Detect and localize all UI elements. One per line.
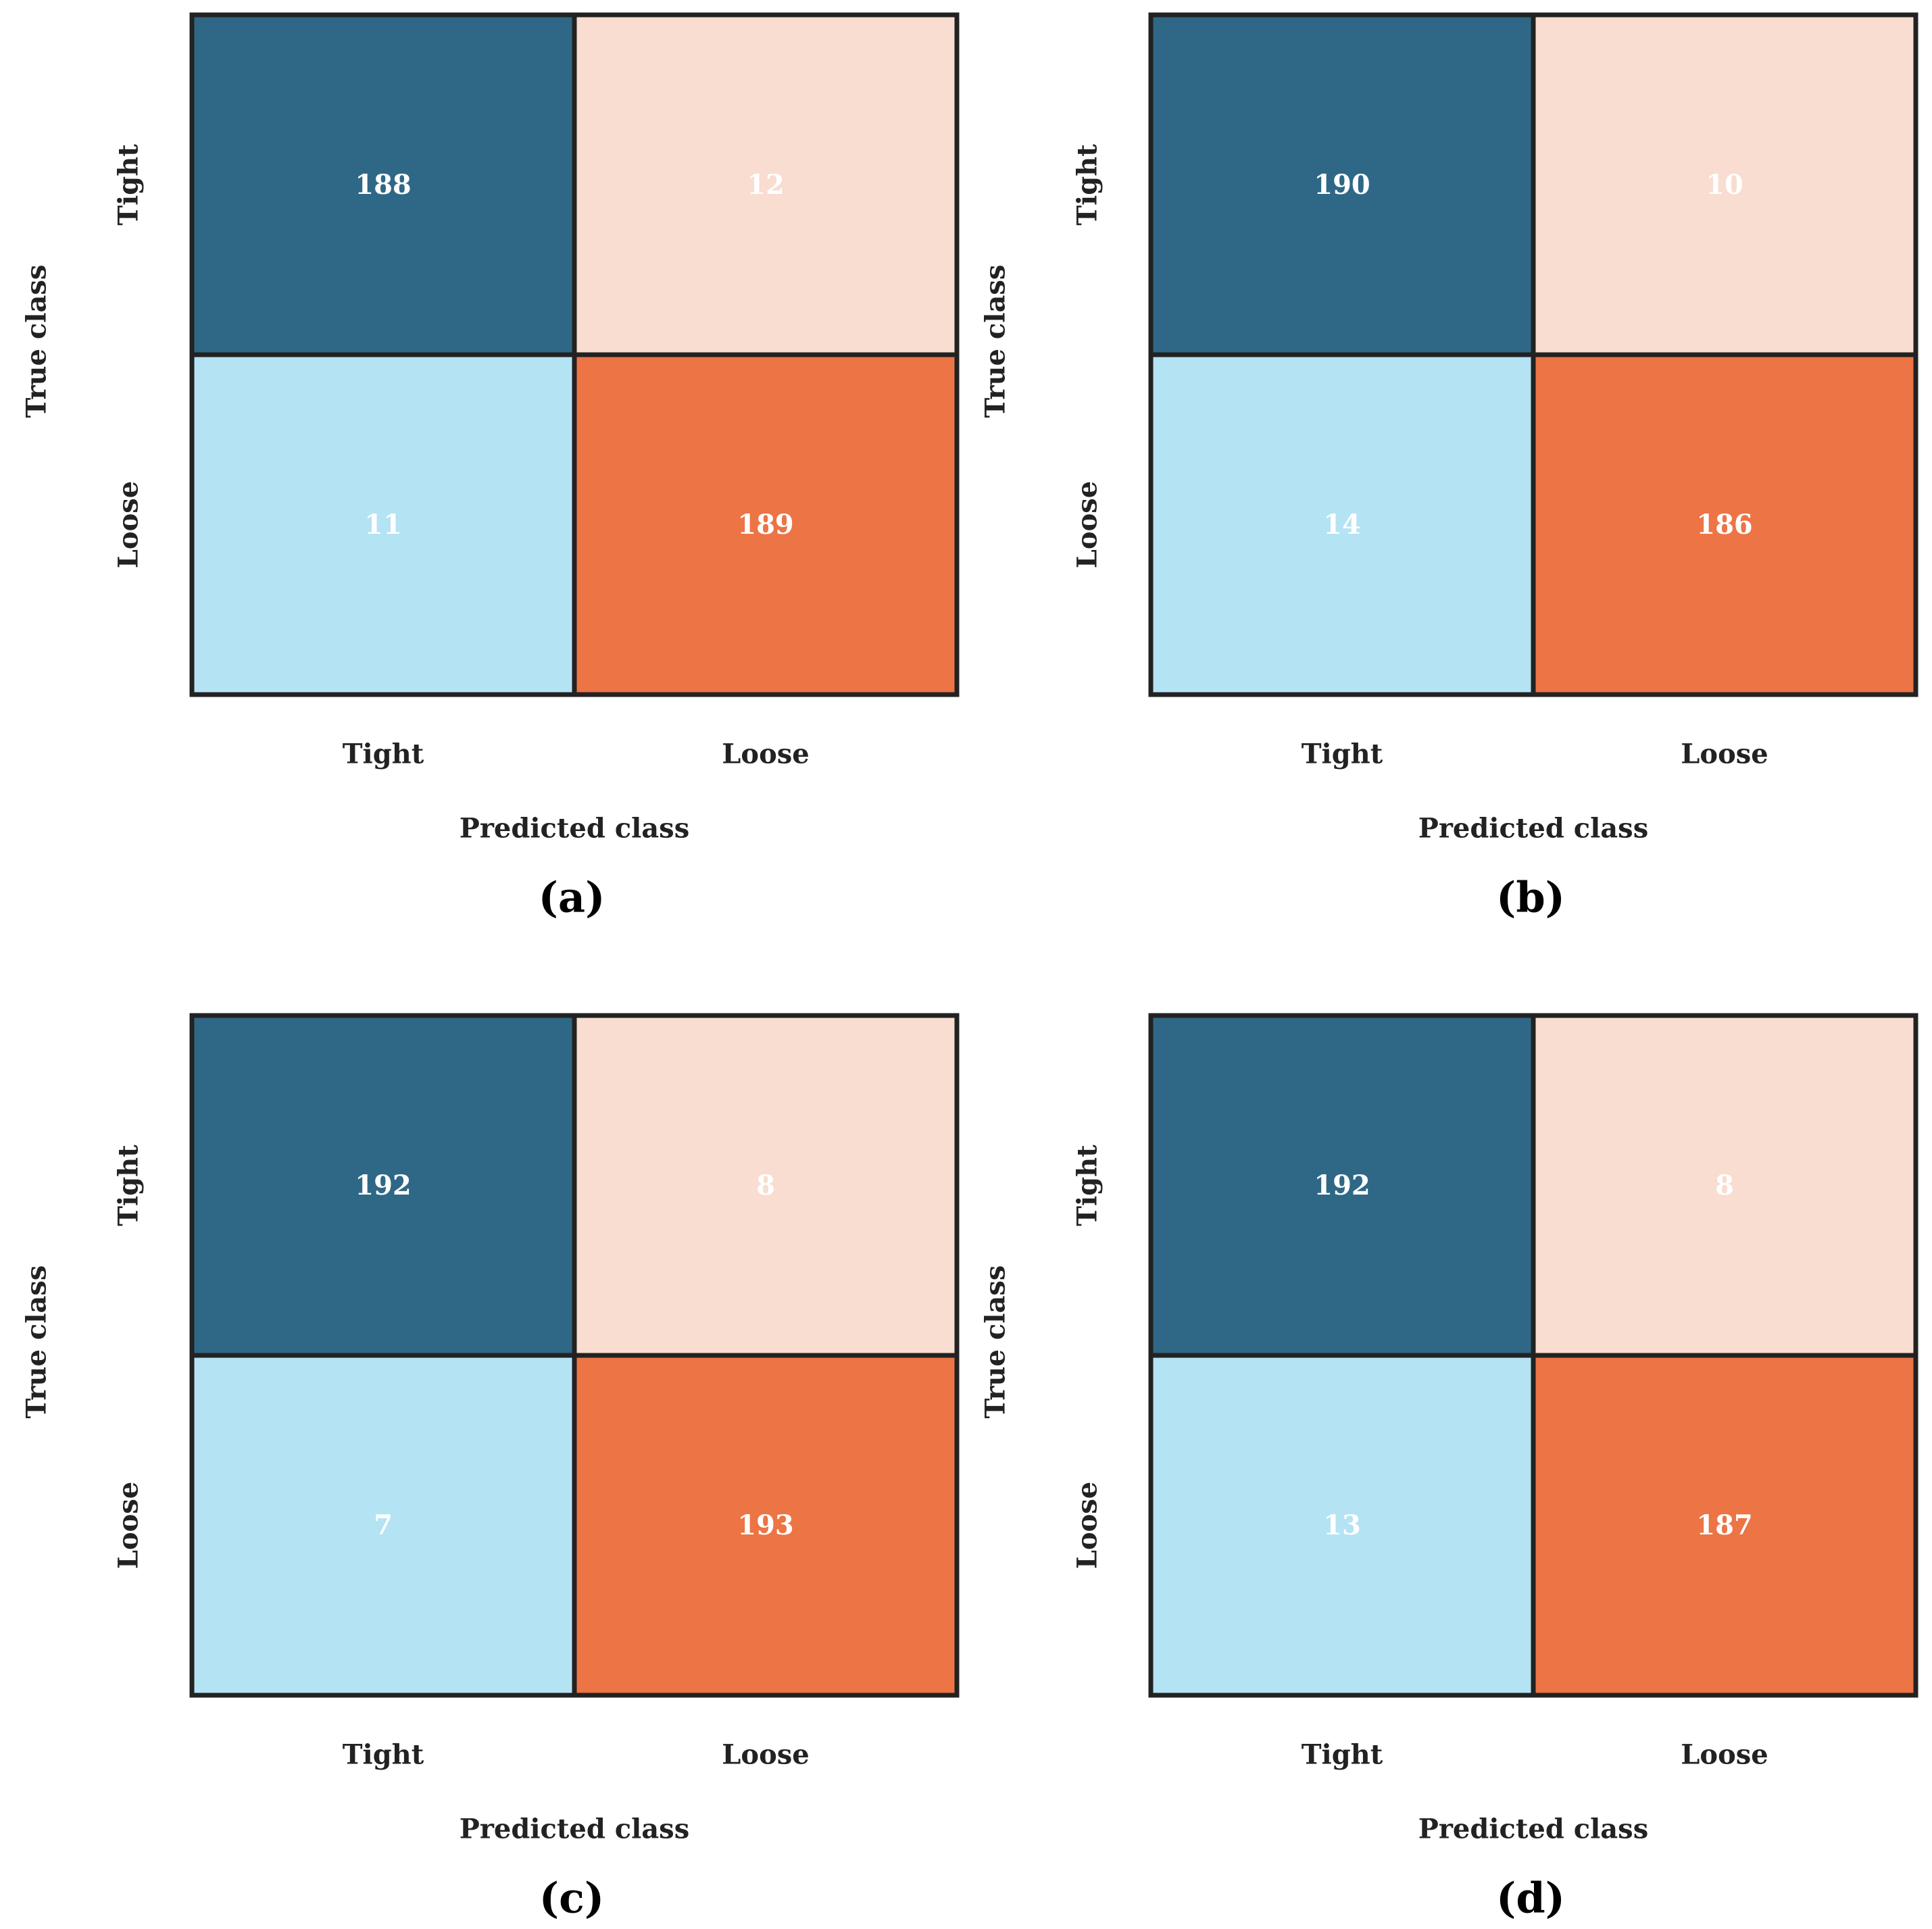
y-axis-label: True class xyxy=(980,1266,1012,1419)
y-tick-label: Tight xyxy=(113,1145,145,1226)
cell-value: 8 xyxy=(756,1170,775,1201)
x-tick-label: Tight xyxy=(343,1739,424,1771)
x-tick-label: Tight xyxy=(1302,1739,1383,1771)
x-tick-label: Tight xyxy=(343,738,424,770)
y-tick-label: Tight xyxy=(1072,1145,1104,1226)
matrix-cell xyxy=(572,12,960,357)
cell-value: 7 xyxy=(374,1509,393,1541)
confusion-matrix-panel-d: 192 8 13 187 Tight Loose Tight Loose Predicted c… xyxy=(980,1013,1918,1923)
matrix-cell xyxy=(1531,12,1918,357)
cell-value: 14 xyxy=(1323,509,1361,541)
y-axis-label: True class xyxy=(980,265,1012,418)
cell-value: 12 xyxy=(747,169,785,201)
x-tick-label: Loose xyxy=(722,738,809,770)
x-axis-label: Predicted class xyxy=(1418,1813,1648,1845)
x-tick-label: Loose xyxy=(1681,1739,1768,1771)
y-tick-label: Loose xyxy=(113,481,145,568)
cell-value: 187 xyxy=(1696,1509,1753,1541)
cell-value: 186 xyxy=(1696,509,1753,541)
confusion-matrix-panel-a: 188 12 11 189 Tight Loose Tight Loose Predicted … xyxy=(21,12,960,922)
x-tick-label: Loose xyxy=(722,1739,809,1771)
matrix-cell xyxy=(1531,352,1918,697)
cell-value: 189 xyxy=(737,509,794,541)
matrix-cell xyxy=(189,12,577,357)
panel-label: (c) xyxy=(539,1874,604,1923)
cell-value: 192 xyxy=(355,1170,412,1201)
confusion-matrix-panel-c: 192 8 7 193 Tight Loose Tight Loose Predicted cl… xyxy=(21,1013,960,1923)
panel-label: (a) xyxy=(539,873,605,922)
y-tick-label: Tight xyxy=(113,144,145,226)
matrix-border xyxy=(189,12,960,697)
y-tick-label: Tight xyxy=(1072,144,1104,226)
y-axis-label: True class xyxy=(21,1266,53,1419)
matrix-border xyxy=(1148,12,1918,697)
panel-label: (d) xyxy=(1496,1874,1565,1923)
cell-value: 193 xyxy=(737,1509,794,1541)
matrix-border xyxy=(1148,1013,1918,1698)
y-tick-label: Loose xyxy=(1072,1482,1104,1569)
cell-value: 11 xyxy=(364,509,402,541)
matrix-cell xyxy=(189,352,577,697)
cell-value: 192 xyxy=(1314,1170,1370,1201)
matrix-cell xyxy=(572,1353,960,1698)
cell-value: 8 xyxy=(1715,1170,1734,1201)
y-axis-label: True class xyxy=(21,265,53,418)
x-tick-label: Loose xyxy=(1681,738,1768,770)
matrix-cell xyxy=(572,352,960,697)
cell-value: 188 xyxy=(355,169,412,201)
x-tick-label: Tight xyxy=(1302,738,1383,770)
x-axis-label: Predicted class xyxy=(460,813,689,845)
cell-value: 10 xyxy=(1706,169,1743,201)
cell-value: 190 xyxy=(1314,169,1370,201)
panel-label: (b) xyxy=(1496,873,1565,922)
x-axis-label: Predicted class xyxy=(1418,813,1648,845)
cell-value: 13 xyxy=(1323,1509,1361,1541)
y-tick-label: Loose xyxy=(1072,481,1104,568)
x-axis-label: Predicted class xyxy=(460,1813,689,1845)
y-tick-label: Loose xyxy=(113,1482,145,1569)
matrix-border xyxy=(189,1013,960,1698)
confusion-matrix-panel-b: 190 10 14 186 Tight Loose Tight Loose Predicted … xyxy=(980,12,1918,922)
